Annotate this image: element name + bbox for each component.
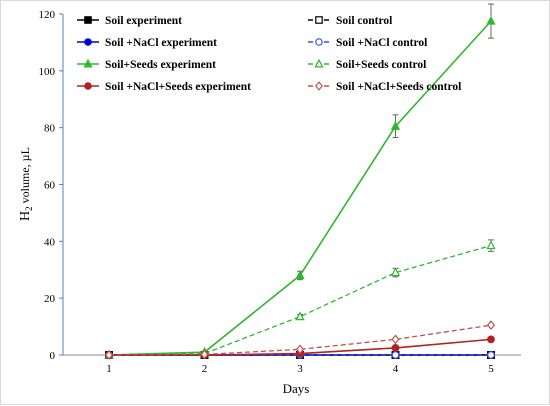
legend-swatch-marker xyxy=(315,38,323,46)
legend-entry: Soil+Seeds control xyxy=(308,58,426,71)
data-point xyxy=(487,351,495,359)
legend-label: Soil +NaCl+Seeds control xyxy=(336,81,461,93)
data-point xyxy=(391,334,400,345)
legend-label: Soil experiment xyxy=(105,15,182,27)
y-tick-label: 60 xyxy=(44,180,56,192)
y-tick-label: 40 xyxy=(44,236,56,248)
data-point xyxy=(390,267,401,277)
legend-swatch-marker xyxy=(315,16,323,24)
legend-label: Soil+Seeds experiment xyxy=(105,59,216,71)
legend-label: Soil +NaCl control xyxy=(336,37,427,49)
legend-swatch-marker xyxy=(314,58,324,68)
data-point xyxy=(200,349,209,360)
x-tick-label: 3 xyxy=(297,363,303,375)
x-tick-label: 4 xyxy=(393,363,399,375)
series-line xyxy=(108,244,492,356)
series-line xyxy=(108,20,492,356)
legend: Soil experiment Soil control Soil +NaCl ex… xyxy=(77,15,461,93)
data-point xyxy=(295,270,305,280)
legend-swatch-marker xyxy=(83,58,93,68)
data-point xyxy=(486,320,496,331)
legend-entry: Soil control xyxy=(308,15,392,27)
legend-entry: Soil +NaCl+Seeds control xyxy=(308,81,461,93)
legend-entry: Soil +NaCl control xyxy=(308,37,427,49)
legend-swatch-marker xyxy=(84,16,92,24)
x-tick-label: 2 xyxy=(202,363,208,375)
x-axis-title: Days xyxy=(283,381,310,396)
legend-label: Soil +NaCl experiment xyxy=(105,37,217,49)
y-tick-label: 0 xyxy=(50,350,56,362)
data-point xyxy=(391,343,400,352)
y-tick-label: 80 xyxy=(44,123,56,135)
legend-swatch-marker xyxy=(315,81,323,91)
data-point xyxy=(295,311,305,321)
legend-label: Soil control xyxy=(336,15,392,27)
data-point xyxy=(104,350,114,360)
legend-label: Soil+Seeds control xyxy=(336,59,426,71)
legend-entry: Soil+Seeds experiment xyxy=(77,58,216,71)
series xyxy=(104,3,496,360)
x-tick-label: 5 xyxy=(488,363,494,375)
y-tick-label: 120 xyxy=(39,9,56,21)
legend-swatch-marker xyxy=(84,38,92,46)
data-point xyxy=(487,335,495,344)
y-tick-label: 100 xyxy=(39,66,56,78)
legend-entry: Soil +NaCl+Seeds experiment xyxy=(77,81,251,93)
legend-swatch-marker xyxy=(84,82,92,90)
x-tick-label: 1 xyxy=(106,363,112,375)
series-soil-nacl-seeds-control xyxy=(104,320,496,360)
y-axis-title: H2 volume, µL xyxy=(18,147,34,221)
series-soil-seeds-control xyxy=(104,239,496,359)
data-point xyxy=(390,120,401,130)
legend-label: Soil +NaCl+Seeds experiment xyxy=(105,81,251,93)
legend-entry: Soil experiment xyxy=(77,15,182,27)
series-soil-seeds-experiment xyxy=(104,3,496,359)
legend-entry: Soil +NaCl experiment xyxy=(77,37,217,49)
data-point xyxy=(486,15,496,25)
y-tick-label: 20 xyxy=(44,293,56,305)
data-point xyxy=(486,240,496,250)
data-point xyxy=(391,351,400,359)
data-point xyxy=(295,344,305,355)
